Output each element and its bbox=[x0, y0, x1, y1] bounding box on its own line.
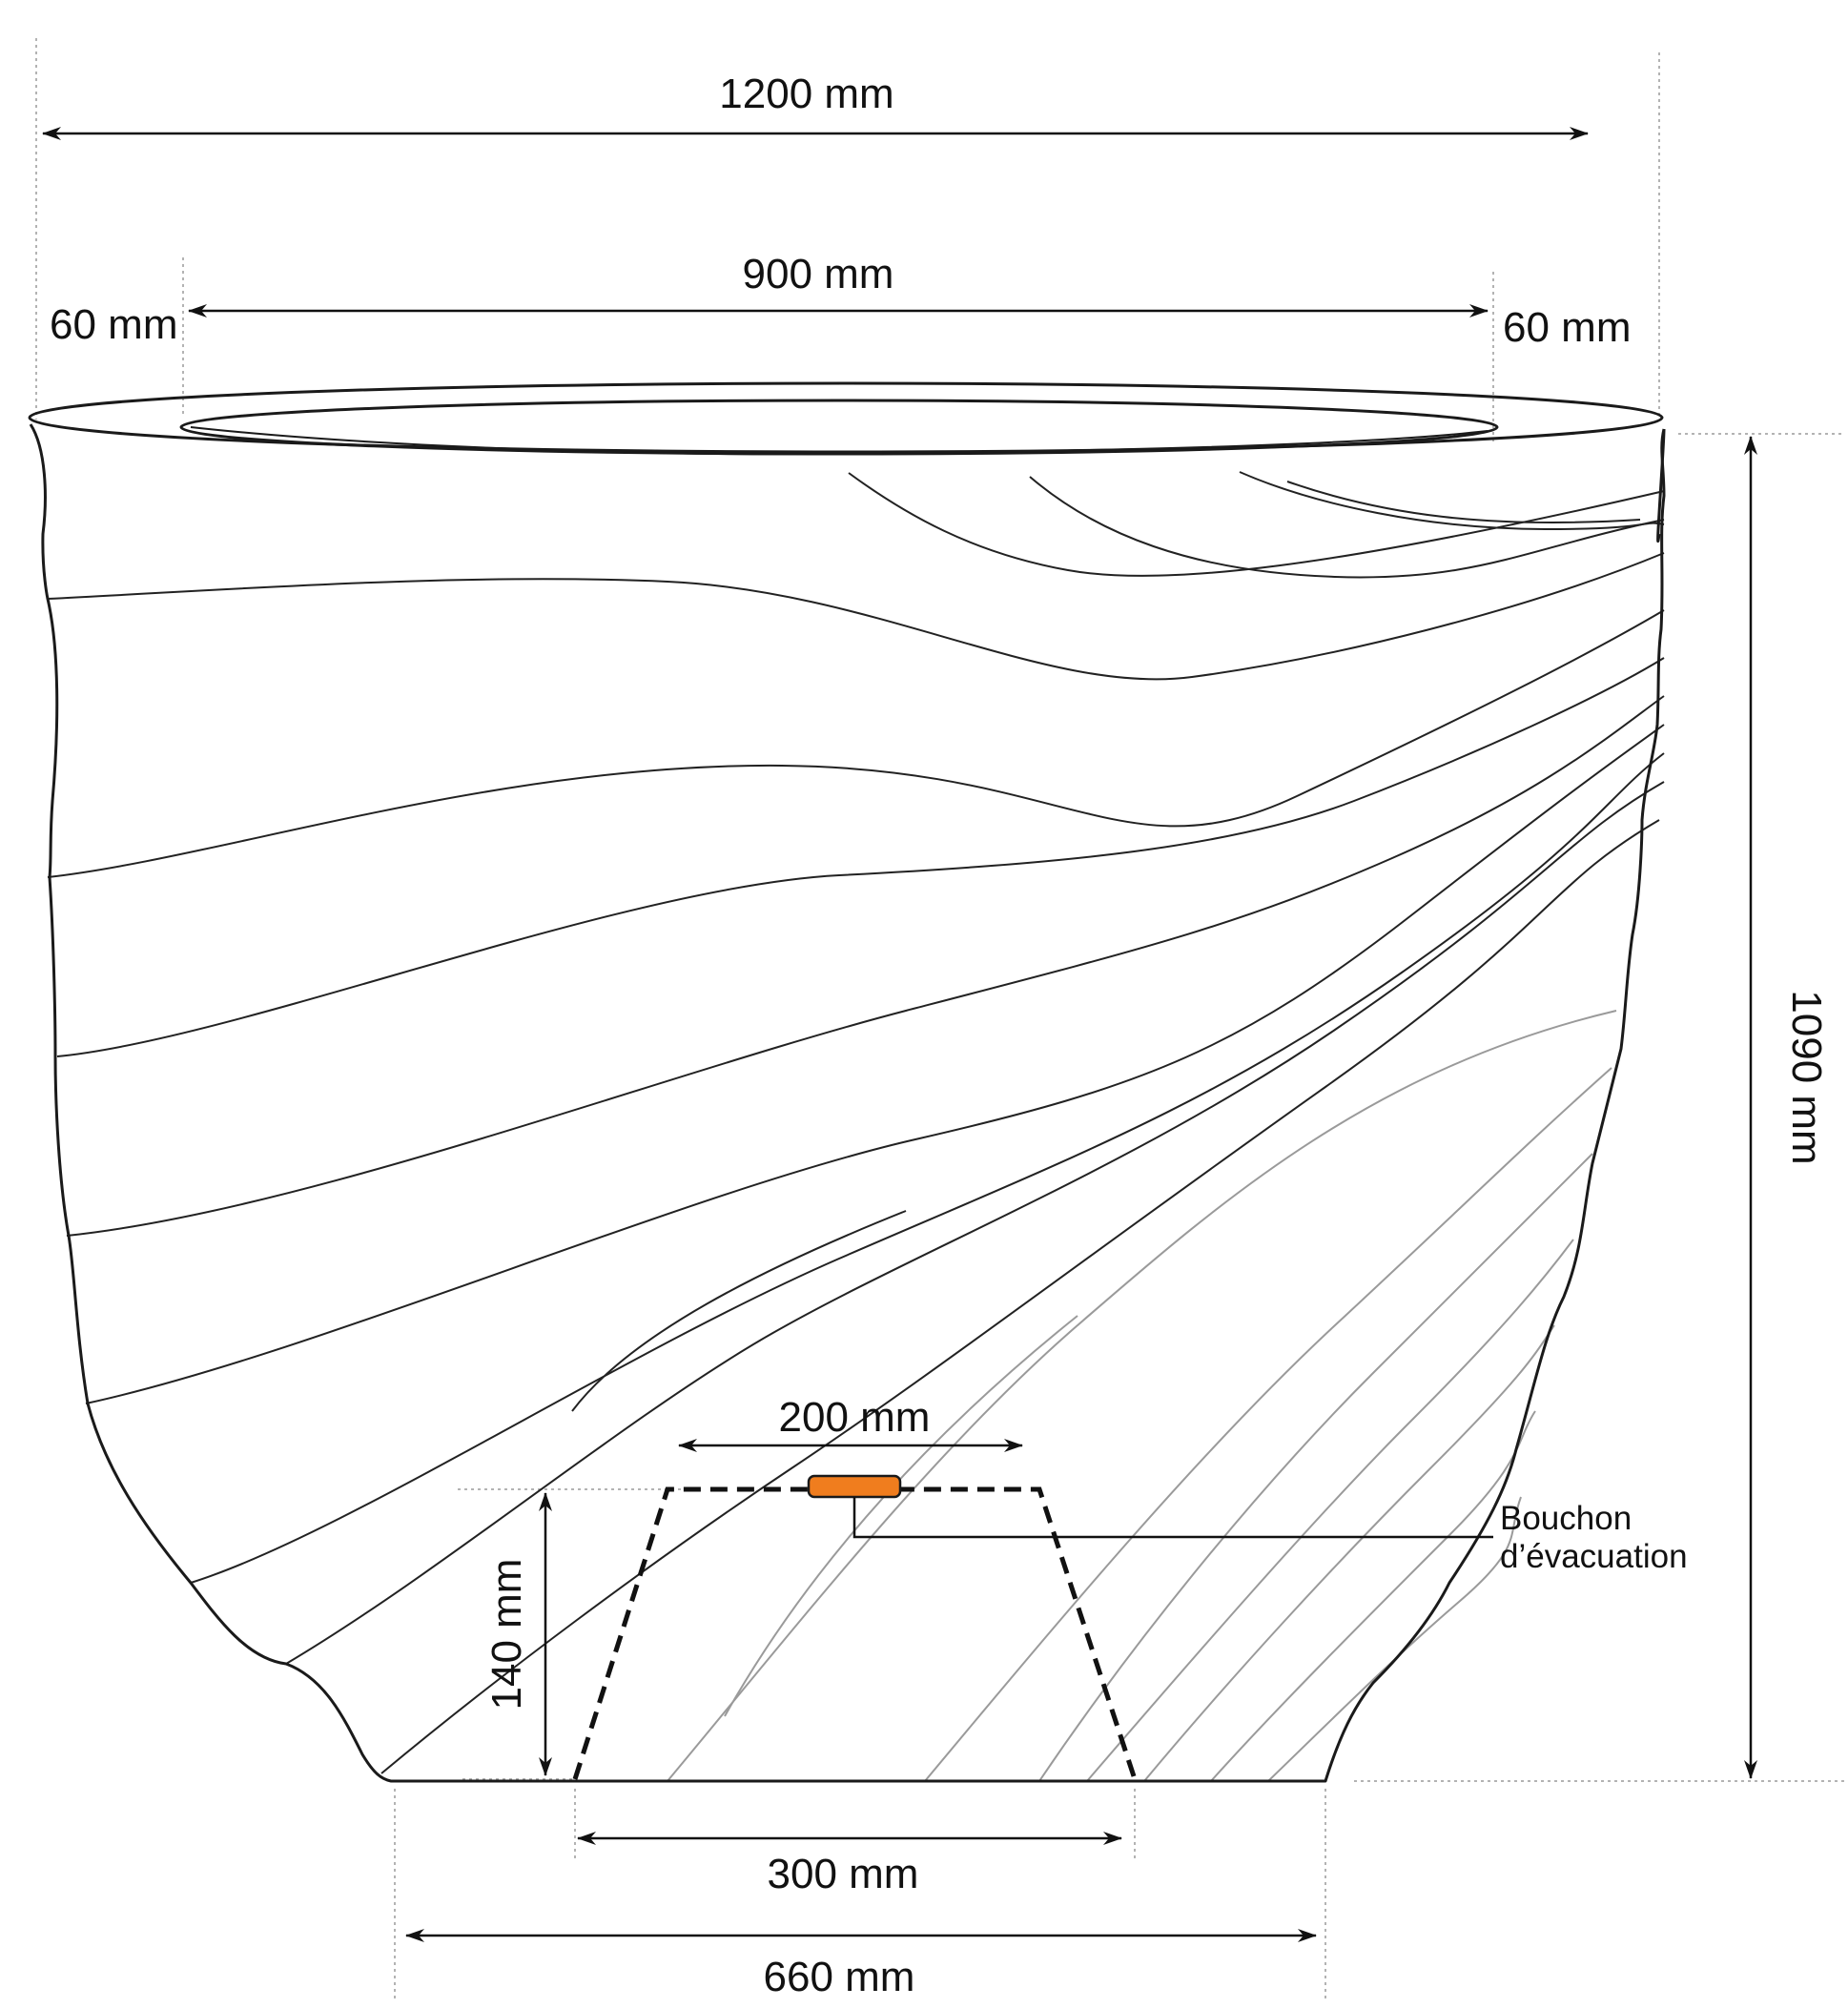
base-width-label: 660 mm bbox=[764, 1954, 915, 2000]
rim-right-label: 60 mm bbox=[1503, 304, 1631, 351]
inner-base-width-label: 300 mm bbox=[768, 1851, 919, 1897]
drain-label-line1: Bouchon bbox=[1500, 1500, 1632, 1537]
rim-left-label: 60 mm bbox=[50, 301, 177, 348]
pot-outline bbox=[28, 381, 1666, 1783]
plug-width-label: 200 mm bbox=[779, 1394, 931, 1441]
contour-lines bbox=[47, 471, 1665, 1774]
overall-width-label: 1200 mm bbox=[719, 71, 893, 117]
height-label: 1090 mm bbox=[1783, 990, 1830, 1164]
contour-lines-light bbox=[667, 1010, 1617, 1782]
dimension-lines bbox=[42, 127, 1757, 1942]
drain-plug-leader bbox=[852, 1497, 1493, 1539]
base-height-label: 140 mm bbox=[483, 1559, 530, 1711]
drain-label-line2: d’évacuation bbox=[1500, 1538, 1688, 1575]
drain-plug bbox=[807, 1474, 902, 1499]
inner-opening-label: 900 mm bbox=[743, 251, 894, 297]
extension-lines bbox=[35, 38, 1845, 2002]
